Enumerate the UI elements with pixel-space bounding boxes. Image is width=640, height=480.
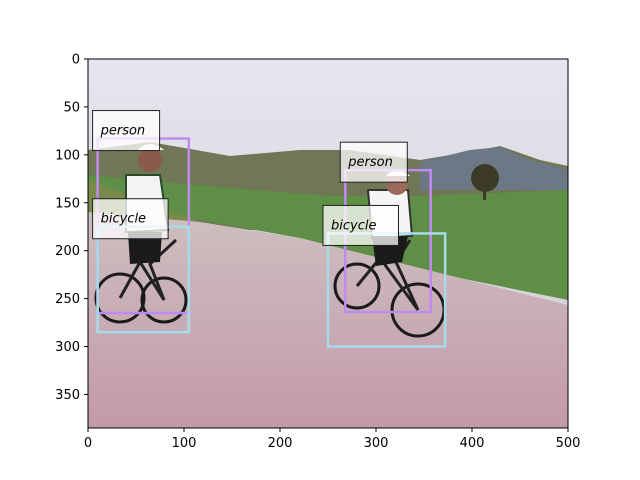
x-axis: 0 100 200 300 400 500 [84,428,581,451]
bicycle-tag: bicycle [322,204,399,246]
label-background [339,141,408,183]
x-tick-label: 400 [460,436,485,451]
x-tick-label: 300 [364,436,389,451]
person-tag: person [92,110,161,152]
x-tick-label: 500 [556,436,581,451]
y-tick-label: 200 [55,244,80,259]
detection-label: bicycle [331,218,376,233]
detection-label: bicycle [101,212,146,227]
y-tick-label: 100 [55,148,80,163]
label-background [322,204,399,246]
detection-label: person [347,155,393,170]
detection-label: person [100,124,146,139]
axes-frame [87,58,569,429]
bicycle-tag: bicycle [92,198,169,240]
y-tick-label: 50 [63,100,80,115]
y-tick-label: 250 [55,292,80,307]
y-tick-label: 300 [55,340,80,355]
x-tick-label: 200 [268,436,293,451]
tree [471,164,499,192]
y-tick-label: 350 [55,388,80,403]
x-tick-label: 100 [172,436,197,451]
y-tick-label: 150 [55,196,80,211]
detections: person bicycle person bicycle [92,110,447,348]
y-tick-label: 0 [72,53,80,68]
person-tag: person [339,141,408,183]
label-background [92,198,169,240]
label-background [92,110,161,152]
y-axis: 0 50 100 150 200 250 300 350 [55,53,88,403]
x-tick-label: 0 [84,436,92,451]
